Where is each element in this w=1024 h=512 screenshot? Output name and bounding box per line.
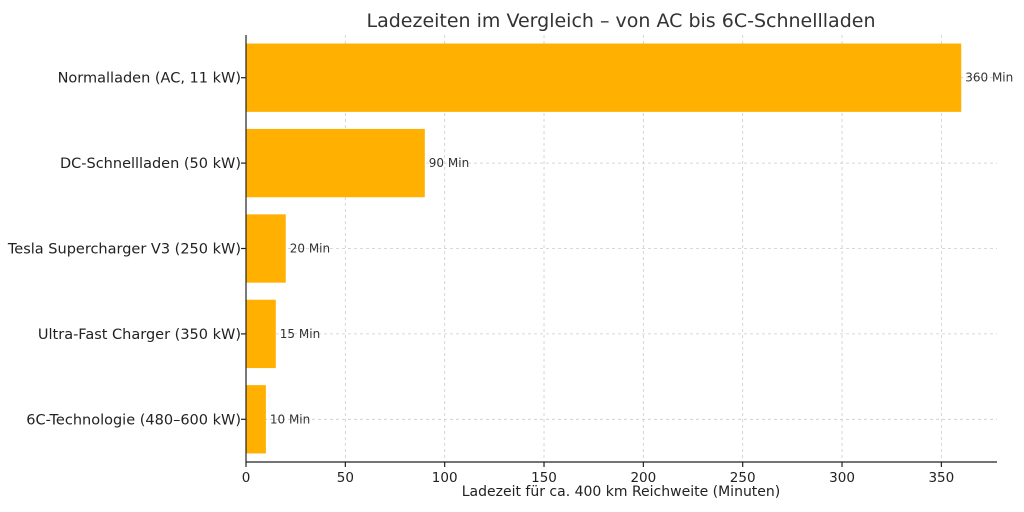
x-tick-label: 250 [730,470,756,486]
x-tick-label: 300 [829,470,855,486]
category-labels: Normalladen (AC, 11 kW) DC-Schnellladen (… [7,71,246,428]
chart-title: Ladezeiten im Vergleich – von AC bis 6C-… [367,10,876,32]
bar [246,43,962,112]
category-label: Ultra-Fast Charger (350 kW) [38,327,241,343]
x-tick-label: 350 [928,470,954,486]
bar [246,385,266,454]
data-label: 15 Min [280,327,320,341]
data-label: 360 Min [965,71,1013,85]
x-axis-ticks: 0 50 100 150 200 250 300 350 [242,462,954,486]
category-label: DC-Schnellladen (50 kW) [60,156,241,172]
x-tick-label: 50 [337,470,354,486]
x-tick-label: 200 [630,470,656,486]
category-label: Normalladen (AC, 11 kW) [58,71,241,87]
data-labels: 360 Min 90 Min 20 Min 15 Min 10 Min [270,71,1013,427]
category-label: 6C-Technologie (480–600 kW) [26,412,241,428]
x-tick-label: 100 [432,470,458,486]
x-tick-label: 0 [242,470,251,486]
data-label: 10 Min [270,412,310,426]
x-axis-label: Ladezeit für ca. 400 km Reichweite (Minu… [462,484,781,500]
bar [246,128,425,198]
bar [246,299,276,369]
bar [246,214,286,283]
bars [246,43,962,454]
category-label: Tesla Supercharger V3 (250 kW) [7,242,241,258]
data-label: 90 Min [429,156,469,170]
x-tick-label: 150 [531,470,557,486]
data-label: 20 Min [290,242,330,256]
